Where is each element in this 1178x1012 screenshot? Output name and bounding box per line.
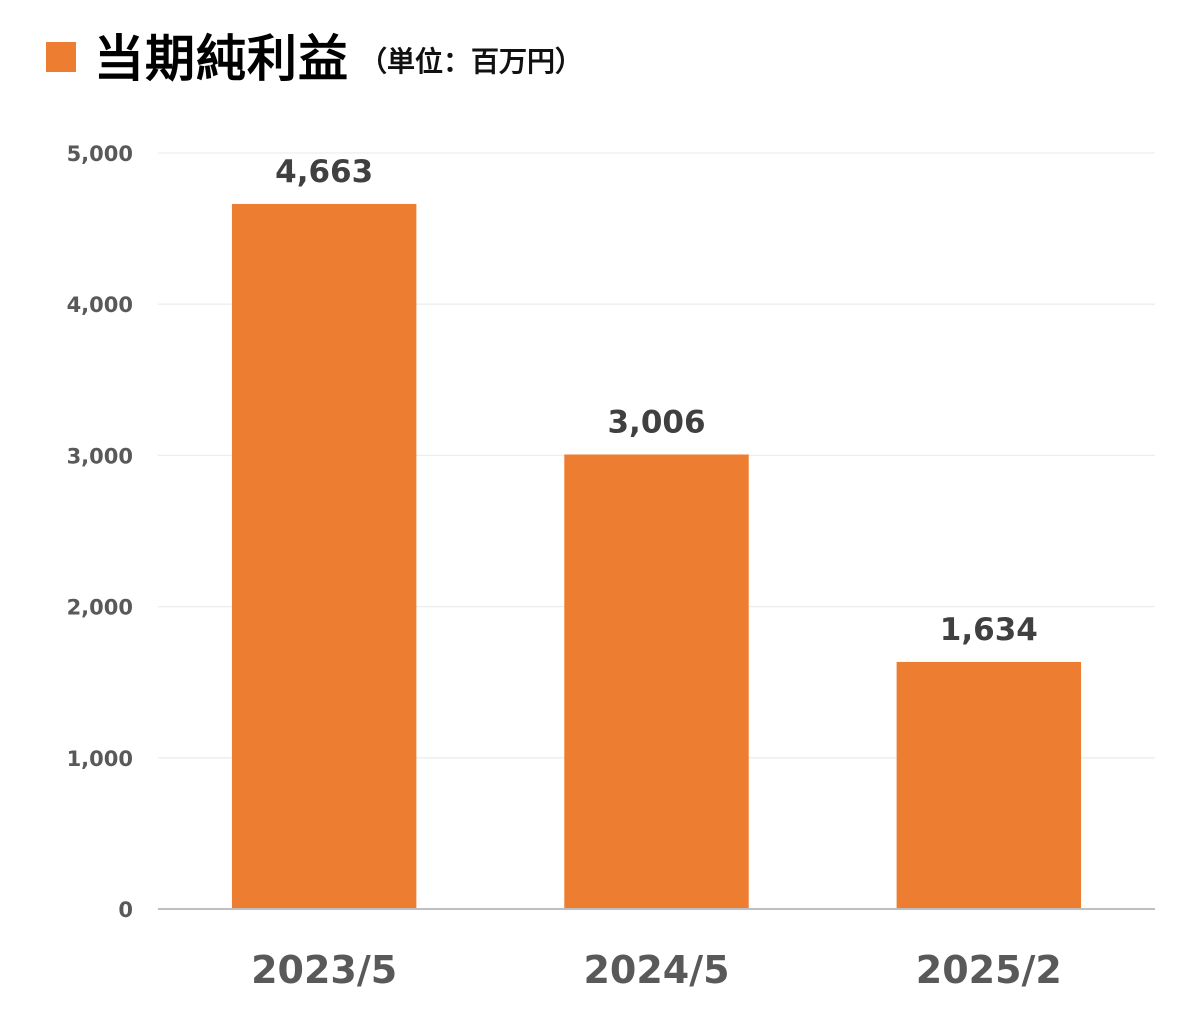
y-tick-label: 3,000 <box>67 444 133 468</box>
y-tick-label: 5,000 <box>67 142 133 166</box>
y-tick-label: 2,000 <box>67 596 133 620</box>
y-tick-label: 1,000 <box>67 747 133 771</box>
bar <box>896 661 1082 909</box>
bar <box>564 454 749 909</box>
x-category-label: 2023/5 <box>251 948 397 992</box>
x-category-label: 2025/2 <box>916 948 1062 992</box>
chart-title-row: 当期純利益 （単位：百万円） <box>46 20 583 90</box>
bar <box>231 203 417 909</box>
y-tick-label: 4,000 <box>67 293 133 317</box>
y-tick-label: 0 <box>118 898 133 922</box>
bar-value-label: 1,634 <box>940 612 1038 648</box>
bar-value-label: 4,663 <box>275 154 373 190</box>
chart-title: 当期純利益 <box>94 30 349 88</box>
title-square-marker <box>46 42 76 72</box>
x-category-label: 2024/5 <box>583 948 729 992</box>
bar-value-label: 3,006 <box>607 404 705 440</box>
chart-unit-label: （単位：百万円） <box>359 45 584 78</box>
